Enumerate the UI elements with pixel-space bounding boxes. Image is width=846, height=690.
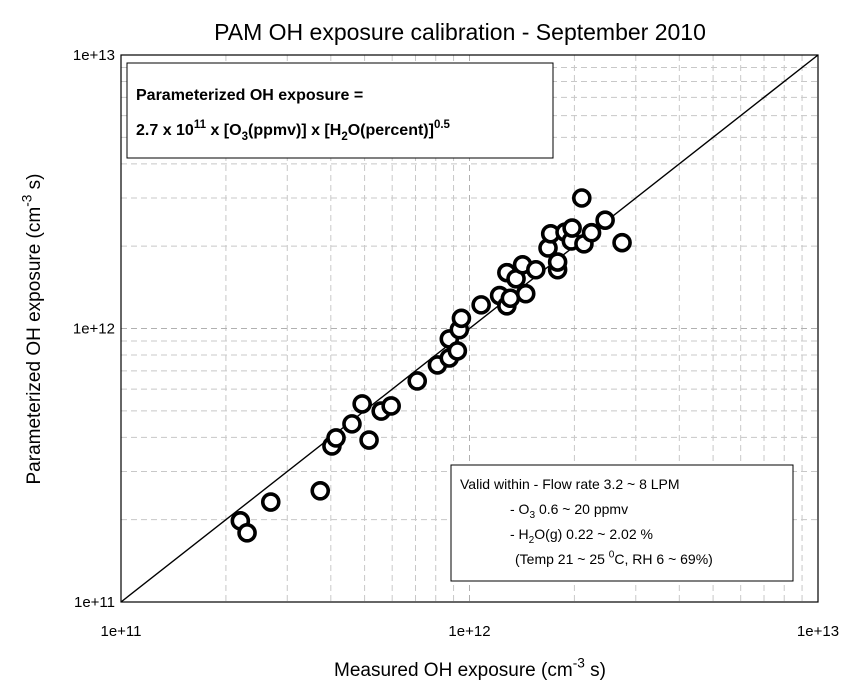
x-tick-label: 1e+13 (797, 623, 839, 640)
data-point (471, 295, 491, 315)
text-part: Parameterized OH exposure = (136, 87, 363, 104)
one-to-one-line (120, 54, 819, 603)
y-axis-label: Parameterized OH exposure (cm-3 s) (19, 174, 45, 485)
plot-frame (120, 54, 819, 603)
annotation-box (126, 62, 554, 159)
text-part: O(percent)] (348, 122, 434, 139)
y-tick-label: 1e+12 (73, 321, 115, 338)
y-tick-label: 1e+11 (74, 594, 115, 611)
annotation-text: - O3 0.6 ~ 20 ppmv (510, 501, 628, 521)
data-point (260, 492, 281, 512)
text-part: O(g) 0.22 ~ 2.02 % (534, 526, 653, 542)
data-point (500, 288, 521, 309)
data-point (581, 222, 602, 243)
text-part: s) (585, 660, 606, 681)
data-point (310, 481, 331, 501)
text-part: 2 (341, 131, 347, 143)
data-point (352, 394, 372, 414)
data-point (447, 341, 468, 361)
text-part: (Temp 21 ~ 25 (515, 551, 609, 567)
chart-title: PAM OH exposure calibration - September … (214, 19, 706, 45)
data-point (515, 283, 536, 304)
annotation-text: Valid within - Flow rate 3.2 ~ 8 LPM (460, 476, 680, 492)
x-tick-label: 1e+11 (100, 623, 141, 640)
y-tick-label: 1e+13 (73, 47, 115, 64)
data-point (612, 232, 632, 253)
text-part: C, RH 6 ~ 69%) (614, 551, 712, 567)
annotation-text: Parameterized OH exposure = (136, 87, 363, 104)
data-point (562, 218, 582, 238)
data-point (595, 210, 615, 230)
data-point (451, 308, 472, 329)
data-point (381, 396, 401, 416)
text-part: - O (510, 501, 530, 517)
text-part: -3 (573, 655, 585, 670)
data-point (359, 430, 379, 450)
text-part: Valid within - Flow rate 3.2 ~ 8 LPM (460, 476, 680, 492)
text-part: x [O (206, 122, 242, 139)
data-point (407, 371, 428, 391)
text-part: 0 (609, 550, 615, 561)
x-axis-label: Measured OH exposure (cm-3 s) (334, 655, 606, 681)
text-part: 0.5 (434, 119, 451, 131)
annotation-text: - H2O(g) 0.22 ~ 2.02 % (510, 526, 653, 546)
text-part: - H (510, 526, 529, 542)
text-part: -3 (19, 195, 34, 207)
text-part: 11 (194, 119, 207, 131)
text-part: Measured OH exposure (cm (334, 660, 573, 681)
x-tick-label: 1e+12 (448, 623, 490, 640)
data-point (547, 252, 568, 272)
text-part: 3 (242, 131, 248, 143)
data-point (326, 428, 346, 448)
data-point (526, 259, 546, 280)
text-part: 2 (529, 535, 535, 546)
text-part: 3 (529, 510, 535, 521)
text-part: s) (24, 174, 45, 195)
text-part: 2.7 x 10 (136, 122, 194, 139)
data-point (237, 523, 257, 543)
data-point (571, 188, 592, 208)
text-part: (ppmv)] x [H (248, 122, 341, 139)
text-part: 0.6 ~ 20 ppmv (535, 501, 628, 517)
text-part: Parameterized OH exposure (cm (24, 207, 45, 485)
data-point (342, 414, 362, 434)
annotation-box (450, 464, 794, 582)
annotation-text: 2.7 x 1011 x [O3(ppmv)] x [H2O(percent)]… (136, 119, 451, 143)
annotation-text: (Temp 21 ~ 25 0C, RH 6 ~ 69%) (515, 550, 713, 567)
